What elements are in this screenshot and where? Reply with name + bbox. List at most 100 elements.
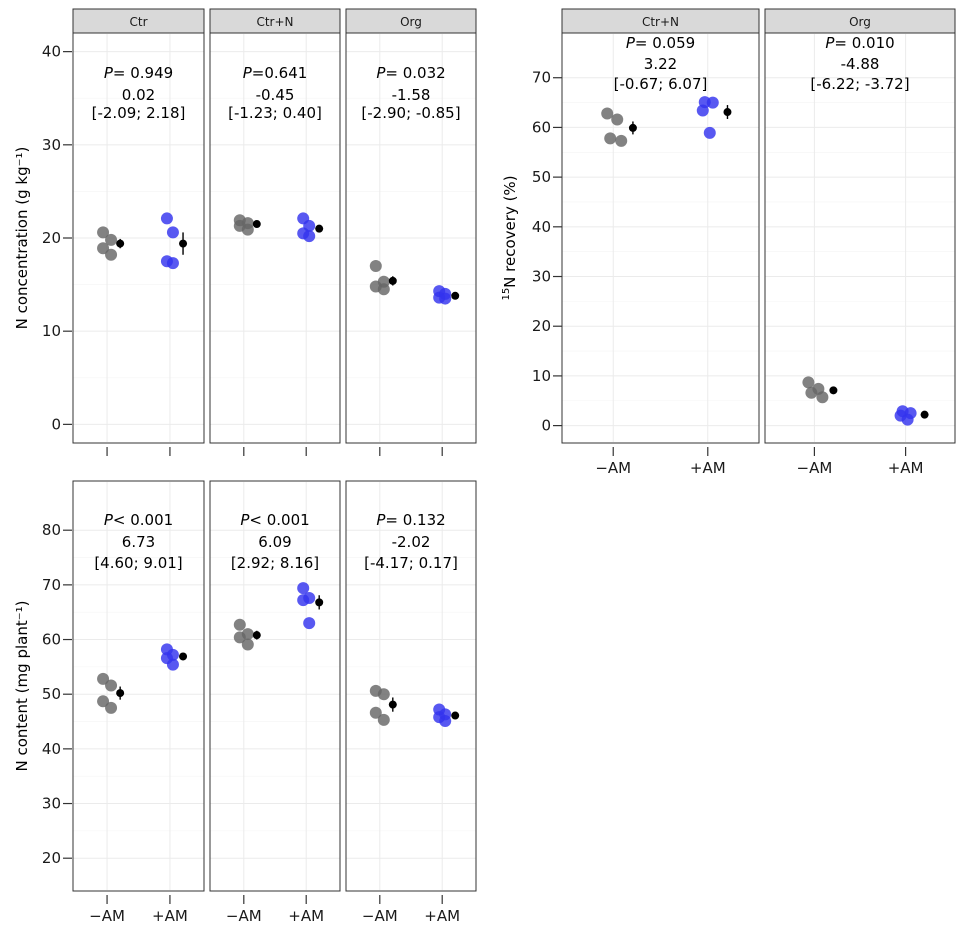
- y-tick-label: 50: [532, 168, 551, 186]
- plus-am-point: [703, 126, 716, 139]
- plus-am-point: [706, 96, 719, 109]
- minus-am-point: [369, 706, 382, 719]
- minus-am-point: [97, 242, 110, 255]
- p-value-annotation: P< 0.001: [104, 511, 173, 529]
- minus-am-point: [604, 132, 617, 145]
- y-tick-label: 20: [42, 849, 61, 867]
- panel-1-1: P< 0.001 6.09 [2.92; 8.16] −AM +AM: [209, 480, 341, 925]
- plus-am-point: [439, 292, 452, 305]
- panel-2-1: Org P= 0.010 -4.88 [-6.22; -3.72] −AM +AM: [764, 8, 956, 477]
- p-value-annotation: P= 0.949: [104, 64, 173, 82]
- mean-point: [628, 123, 637, 132]
- plus-am-point: [160, 212, 173, 225]
- y-tick-label: 20: [42, 229, 61, 247]
- minus-am-point: [816, 391, 829, 404]
- p-value-text: < 0.001: [113, 511, 173, 529]
- p-value-annotation: P< 0.001: [240, 511, 309, 529]
- p-value-label: P: [240, 511, 250, 529]
- y-axis-title-text: N recovery (%): [501, 175, 519, 287]
- minus-am-point: [97, 226, 110, 239]
- effect-estimate: 6.09: [258, 533, 291, 551]
- minus-am-point: [241, 223, 254, 236]
- plus-am-point: [901, 413, 914, 426]
- x-tick-label: −AM: [362, 907, 398, 925]
- p-value-text: = 0.132: [385, 511, 445, 529]
- plus-am-point: [166, 257, 179, 270]
- plus-am-point: [166, 226, 179, 239]
- mean-point: [179, 239, 188, 248]
- y-axis-title: N content (mg plant⁻¹): [13, 601, 31, 772]
- y-tick-label: 10: [532, 367, 551, 385]
- minus-am-point: [377, 713, 390, 726]
- y-axis-title-group: N concentration (g kg⁻¹): [13, 147, 31, 330]
- y-tick-label: 0: [51, 415, 61, 433]
- panel-strip: [345, 8, 477, 34]
- p-value-text: = 0.059: [635, 34, 695, 52]
- effect-estimate: -2.02: [392, 533, 431, 551]
- strip-label: Org: [849, 15, 871, 29]
- x-tick-label: +AM: [152, 907, 188, 925]
- panel-background: [209, 480, 341, 892]
- x-tick-label: −AM: [226, 907, 262, 925]
- minus-am-point: [377, 283, 390, 296]
- effect-estimate: -0.45: [256, 86, 295, 104]
- p-value-label: P: [376, 64, 386, 82]
- confidence-interval: [-2.90; -0.85]: [361, 104, 460, 122]
- mean-point: [388, 276, 397, 285]
- minus-am-point: [105, 248, 118, 261]
- mean-point: [451, 711, 460, 720]
- mean-point: [315, 224, 324, 233]
- panel-strip: [764, 8, 956, 34]
- plus-am-point: [696, 104, 709, 117]
- y-tick-label: 0: [541, 417, 551, 435]
- confidence-interval: [-4.17; 0.17]: [364, 554, 458, 572]
- mean-point: [315, 598, 324, 607]
- y-axis-title: 15N recovery (%): [501, 175, 519, 300]
- y-tick-label: 40: [532, 218, 551, 236]
- mean-point: [829, 386, 838, 395]
- effect-estimate: 3.22: [644, 55, 677, 73]
- panel-0-1: Ctr+N P=0.641 -0.45[-1.23; 0.40]: [209, 8, 341, 456]
- plus-am-point: [439, 714, 452, 727]
- mean-point: [179, 652, 188, 661]
- y-axis-title-group: 15N recovery (%): [501, 175, 519, 300]
- minus-am-point: [105, 233, 118, 246]
- x-tick-label: +AM: [424, 907, 460, 925]
- effect-estimate: -4.88: [841, 55, 880, 73]
- minus-am-point: [233, 618, 246, 631]
- plus-am-point: [297, 582, 310, 595]
- x-tick-label: +AM: [288, 907, 324, 925]
- plus-am-point: [303, 617, 316, 630]
- p-value-annotation: P=0.641: [243, 64, 308, 82]
- p-value-annotation: P= 0.010: [825, 34, 894, 52]
- y-tick-label: 70: [42, 576, 61, 594]
- confidence-interval: [-2.09; 2.18]: [92, 104, 186, 122]
- panel-strip: [72, 8, 205, 34]
- mean-point: [116, 239, 125, 248]
- p-value-text: =0.641: [252, 64, 308, 82]
- minus-am-point: [105, 701, 118, 714]
- mean-point: [252, 631, 261, 640]
- effect-estimate: 6.73: [122, 533, 155, 551]
- confidence-interval: [-6.22; -3.72]: [810, 75, 909, 93]
- y-tick-label: 80: [42, 521, 61, 539]
- p-value-text: < 0.001: [249, 511, 309, 529]
- y-tick-label: 40: [42, 43, 61, 61]
- y-tick-label: 10: [42, 322, 61, 340]
- minus-am-point: [233, 631, 246, 644]
- y-tick-label: 60: [532, 118, 551, 136]
- panel-background: [561, 32, 760, 444]
- mean-point: [388, 700, 397, 709]
- panel-background: [345, 480, 477, 892]
- minus-am-point: [601, 107, 614, 120]
- p-value-annotation: P= 0.132: [376, 511, 445, 529]
- p-value-annotation: P= 0.032: [376, 64, 445, 82]
- y-axis-title-group: N content (mg plant⁻¹): [13, 601, 31, 772]
- strip-label: Ctr: [129, 15, 147, 29]
- p-value-text: = 0.032: [385, 64, 445, 82]
- confidence-interval: [-1.23; 0.40]: [228, 104, 322, 122]
- p-value-label: P: [243, 64, 253, 82]
- mean-point: [252, 220, 261, 229]
